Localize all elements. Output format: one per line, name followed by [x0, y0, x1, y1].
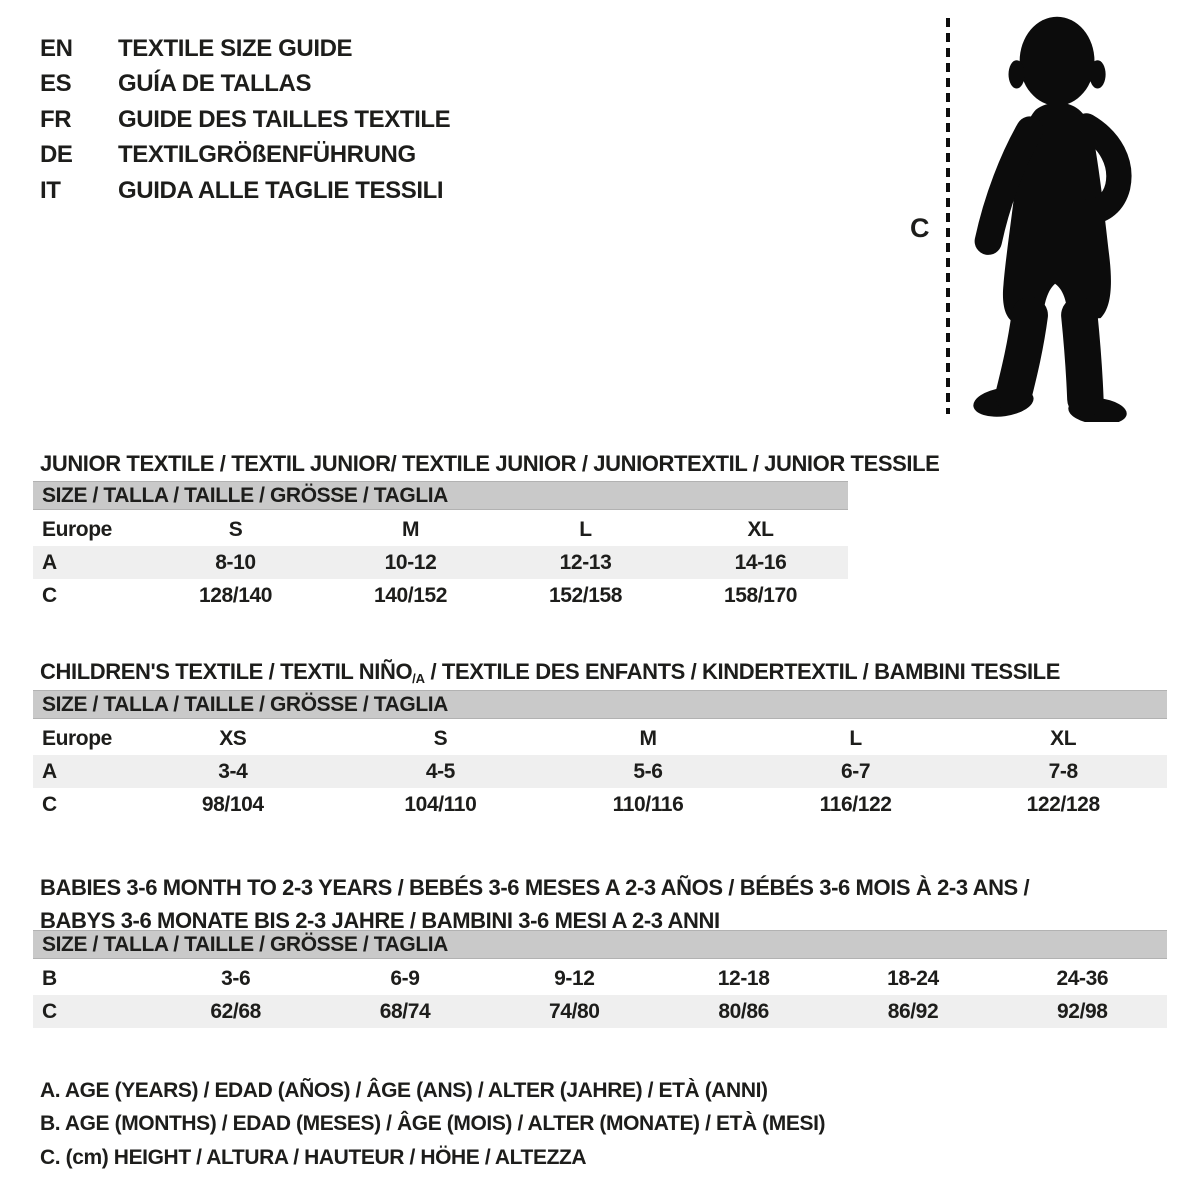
- size-cell: XS: [219, 726, 247, 750]
- legend-line-c: C. (cm) HEIGHT / ALTURA / HAUTEUR / HÖHE…: [40, 1145, 587, 1169]
- height-cell: 98/104: [201, 792, 264, 816]
- children-title-post: / TEXTILE DES ENFANTS / KINDERTEXTIL / B…: [424, 659, 1060, 685]
- height-cell: 128/140: [198, 583, 273, 607]
- language-title-list: EN TEXTILE SIZE GUIDE ES GUÍA DE TALLAS …: [40, 31, 451, 209]
- age-cell: 5-6: [633, 759, 663, 783]
- language-code: DE: [40, 141, 73, 169]
- size-cell: M: [401, 517, 420, 541]
- language-code: IT: [40, 176, 61, 204]
- toddler-silhouette-icon: [973, 16, 1132, 422]
- table-row-height: C 62/68 68/74 74/80 80/86 86/92 92/98: [33, 995, 1167, 1028]
- row-label: C: [42, 792, 57, 816]
- language-code: FR: [40, 105, 72, 133]
- height-cell: 122/128: [1026, 792, 1101, 816]
- legend-line-a: A. AGE (YEARS) / EDAD (AÑOS) / ÂGE (ANS)…: [40, 1078, 768, 1102]
- table-row-europe: Europe XS S M L XL: [33, 722, 1167, 755]
- babies-title-line2: BABYS 3-6 MONATE BIS 2-3 JAHRE / BAMBINI…: [40, 907, 720, 933]
- height-cell: 116/122: [819, 792, 892, 816]
- height-cell: 92/98: [1057, 999, 1108, 1023]
- guide-title-es: GUÍA DE TALLAS: [118, 70, 312, 98]
- size-header-label: SIZE / TALLA / TAILLE / GRÖSSE / TAGLIA: [42, 692, 448, 716]
- size-cell: L: [849, 726, 862, 750]
- row-label: B: [42, 966, 57, 990]
- guide-title-fr: GUIDE DES TAILLES TEXTILE: [118, 105, 451, 133]
- height-cell: 110/116: [612, 792, 684, 816]
- height-cell: 158/170: [723, 583, 798, 607]
- row-label: C: [42, 999, 57, 1023]
- guide-title-de: TEXTILGRÖßENFÜHRUNG: [118, 141, 416, 169]
- language-row-es: ES GUÍA DE TALLAS: [40, 67, 450, 103]
- height-cell: 140/152: [373, 583, 448, 607]
- junior-table-title: JUNIOR TEXTILE / TEXTIL JUNIOR/ TEXTILE …: [40, 451, 940, 477]
- height-cell: 74/80: [549, 999, 600, 1023]
- language-code: ES: [40, 70, 72, 98]
- size-header-bar: SIZE / TALLA / TAILLE / GRÖSSE / TAGLIA: [33, 930, 1167, 959]
- language-row-en: EN TEXTILE SIZE GUIDE: [40, 31, 450, 67]
- months-cell: 3-6: [221, 966, 251, 990]
- months-cell: 18-24: [887, 966, 939, 990]
- junior-textile-table: SIZE / TALLA / TAILLE / GRÖSSE / TAGLIA …: [33, 481, 848, 612]
- age-cell: 6-7: [841, 759, 871, 783]
- height-measure-label: C: [910, 213, 930, 243]
- babies-title-line1: BABIES 3-6 MONTH TO 2-3 YEARS / BEBÉS 3-…: [40, 875, 1030, 901]
- age-cell: 12-13: [559, 550, 612, 574]
- row-label: Europe: [42, 726, 112, 750]
- children-title-pre: CHILDREN'S TEXTILE / TEXTIL NIÑO: [40, 659, 413, 685]
- guide-title-en: TEXTILE SIZE GUIDE: [118, 34, 353, 62]
- legend-line-b: B. AGE (MONTHS) / EDAD (MESES) / ÂGE (MO…: [40, 1112, 826, 1136]
- children-title-sub: /A: [412, 671, 425, 687]
- size-header-label: SIZE / TALLA / TAILLE / GRÖSSE / TAGLIA: [42, 932, 448, 956]
- height-measure-dashed-line: [946, 18, 950, 414]
- months-cell: 9-12: [554, 966, 595, 990]
- age-cell: 3-4: [218, 759, 248, 783]
- row-label: A: [42, 550, 57, 574]
- legend: A. AGE (YEARS) / EDAD (AÑOS) / ÂGE (ANS)…: [40, 1074, 826, 1175]
- language-row-de: DE TEXTILGRÖßENFÜHRUNG: [40, 138, 450, 174]
- table-row-height: C 128/140 140/152 152/158 158/170: [33, 579, 848, 612]
- size-cell: M: [639, 726, 657, 750]
- size-header-bar: SIZE / TALLA / TAILLE / GRÖSSE / TAGLIA: [33, 481, 848, 510]
- height-cell: 80/86: [718, 999, 769, 1023]
- age-cell: 10-12: [384, 550, 437, 574]
- height-cell: 86/92: [887, 999, 939, 1023]
- row-label: Europe: [42, 517, 112, 541]
- language-row-it: IT GUIDA ALLE TAGLIE TESSILI: [40, 173, 450, 209]
- children-table-title: CHILDREN'S TEXTILE / TEXTIL NIÑO/A / TEX…: [40, 659, 1060, 687]
- babies-table-title: BABIES 3-6 MONTH TO 2-3 YEARS / BEBÉS 3-…: [40, 872, 1030, 937]
- language-row-fr: FR GUIDE DES TAILLES TEXTILE: [40, 102, 451, 138]
- guide-title-it: GUIDA ALLE TAGLIE TESSILI: [118, 176, 444, 204]
- age-cell: 4-5: [425, 759, 456, 783]
- size-cell: S: [228, 517, 243, 541]
- height-cell: 104/110: [404, 792, 477, 816]
- months-cell: 6-9: [390, 966, 420, 990]
- months-cell: 24-36: [1056, 966, 1109, 990]
- age-cell: 8-10: [215, 550, 256, 574]
- size-cell: XL: [1050, 726, 1077, 750]
- row-label: C: [42, 583, 57, 607]
- language-code: EN: [40, 34, 73, 62]
- children-textile-table: SIZE / TALLA / TAILLE / GRÖSSE / TAGLIA …: [33, 690, 1167, 821]
- size-header-bar: SIZE / TALLA / TAILLE / GRÖSSE / TAGLIA: [33, 690, 1167, 719]
- size-header-label: SIZE / TALLA / TAILLE / GRÖSSE / TAGLIA: [42, 483, 448, 507]
- size-cell: XL: [747, 517, 774, 541]
- height-cell: 68/74: [379, 999, 431, 1023]
- size-cell: L: [579, 517, 592, 541]
- table-row-months: B 3-6 6-9 9-12 12-18 18-24 24-36: [33, 962, 1167, 995]
- months-cell: 12-18: [717, 966, 770, 990]
- size-cell: S: [433, 726, 448, 750]
- table-row-europe: Europe S M L XL: [33, 513, 848, 546]
- table-row-age: A 3-4 4-5 5-6 6-7 7-8: [33, 755, 1167, 788]
- row-label: A: [42, 759, 57, 783]
- table-row-height: C 98/104 104/110 110/116 116/122 122/128: [33, 788, 1167, 821]
- age-cell: 7-8: [1048, 759, 1079, 783]
- table-row-age: A 8-10 10-12 12-13 14-16: [33, 546, 848, 579]
- height-cell: 152/158: [548, 583, 623, 607]
- babies-textile-table: SIZE / TALLA / TAILLE / GRÖSSE / TAGLIA …: [33, 930, 1167, 1028]
- age-cell: 14-16: [734, 550, 787, 574]
- height-cell: 62/68: [210, 999, 261, 1023]
